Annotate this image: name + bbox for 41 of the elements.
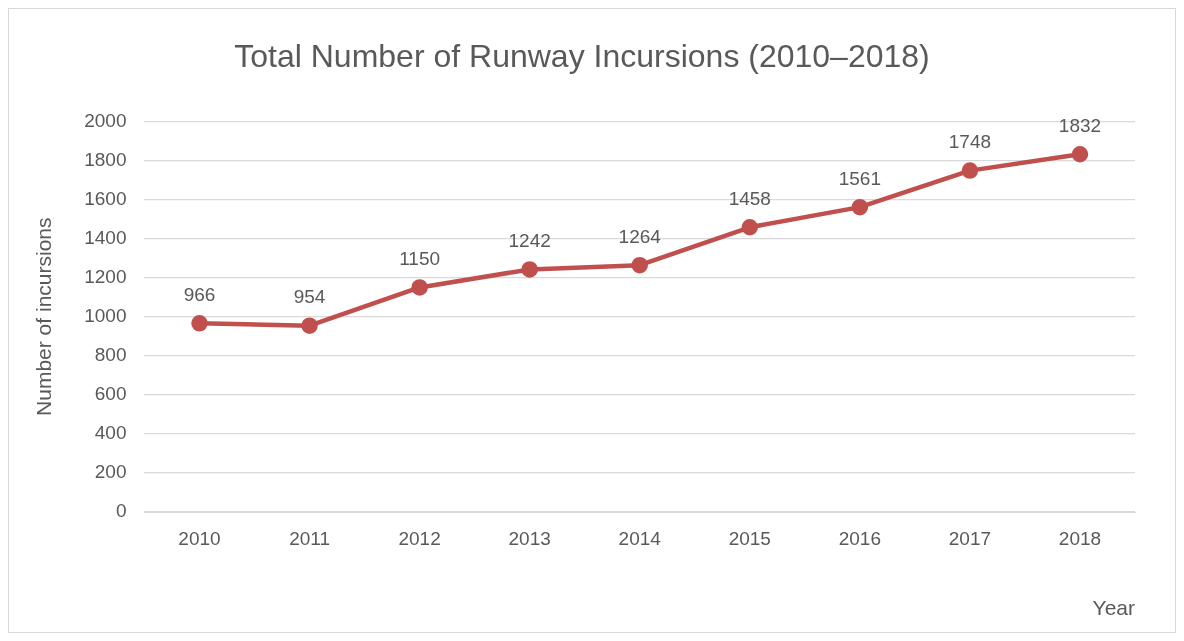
point [191, 315, 208, 332]
x-tick-label: 2015 [728, 527, 771, 549]
data-label: 1150 [399, 248, 441, 270]
y-tick-label: 400 [94, 422, 127, 444]
y-tick-label: 800 [94, 343, 127, 365]
point [851, 198, 869, 216]
x-tick-label: 2010 [178, 527, 221, 549]
y-tick-label: 2000 [84, 109, 127, 131]
x-tick-label: 2016 [838, 527, 881, 549]
y-tick-label: 200 [94, 461, 127, 483]
point [521, 261, 538, 278]
data-label: 1242 [508, 230, 551, 252]
chart-title: Total Number of Runway Incursions (2010–2018) [234, 38, 930, 75]
x-axis-title: Year [1092, 596, 1135, 620]
x-tick-label: 2014 [618, 527, 662, 549]
x-tick-label: 2017 [948, 527, 992, 549]
y-tick-label: 1600 [84, 187, 127, 209]
y-tick-label: 0 [115, 500, 127, 522]
point [741, 219, 759, 236]
y-tick-label: 1200 [84, 265, 127, 287]
data-label: 1561 [838, 167, 881, 189]
data-label: 966 [183, 284, 216, 306]
y-tick-label: 1000 [84, 304, 127, 326]
data-label: 1832 [1058, 114, 1102, 136]
x-tick-label: 2013 [508, 527, 551, 549]
point [961, 162, 979, 179]
y-axis-title: Number of incursions [32, 217, 56, 416]
point [1071, 145, 1089, 163]
point [301, 317, 318, 334]
y-tick-label: 1400 [84, 226, 127, 248]
point [631, 256, 648, 274]
x-tick-label: 2012 [398, 527, 441, 549]
x-tick-label: 2018 [1058, 527, 1102, 549]
y-tick-label: 1800 [84, 148, 127, 170]
y-tick-label: 600 [94, 383, 127, 405]
data-label: 1748 [948, 131, 992, 153]
point [411, 279, 428, 296]
data-label: 1264 [618, 225, 662, 247]
data-label: 1458 [728, 187, 771, 209]
x-tick-label: 2011 [289, 527, 330, 549]
data-label: 954 [293, 286, 326, 308]
